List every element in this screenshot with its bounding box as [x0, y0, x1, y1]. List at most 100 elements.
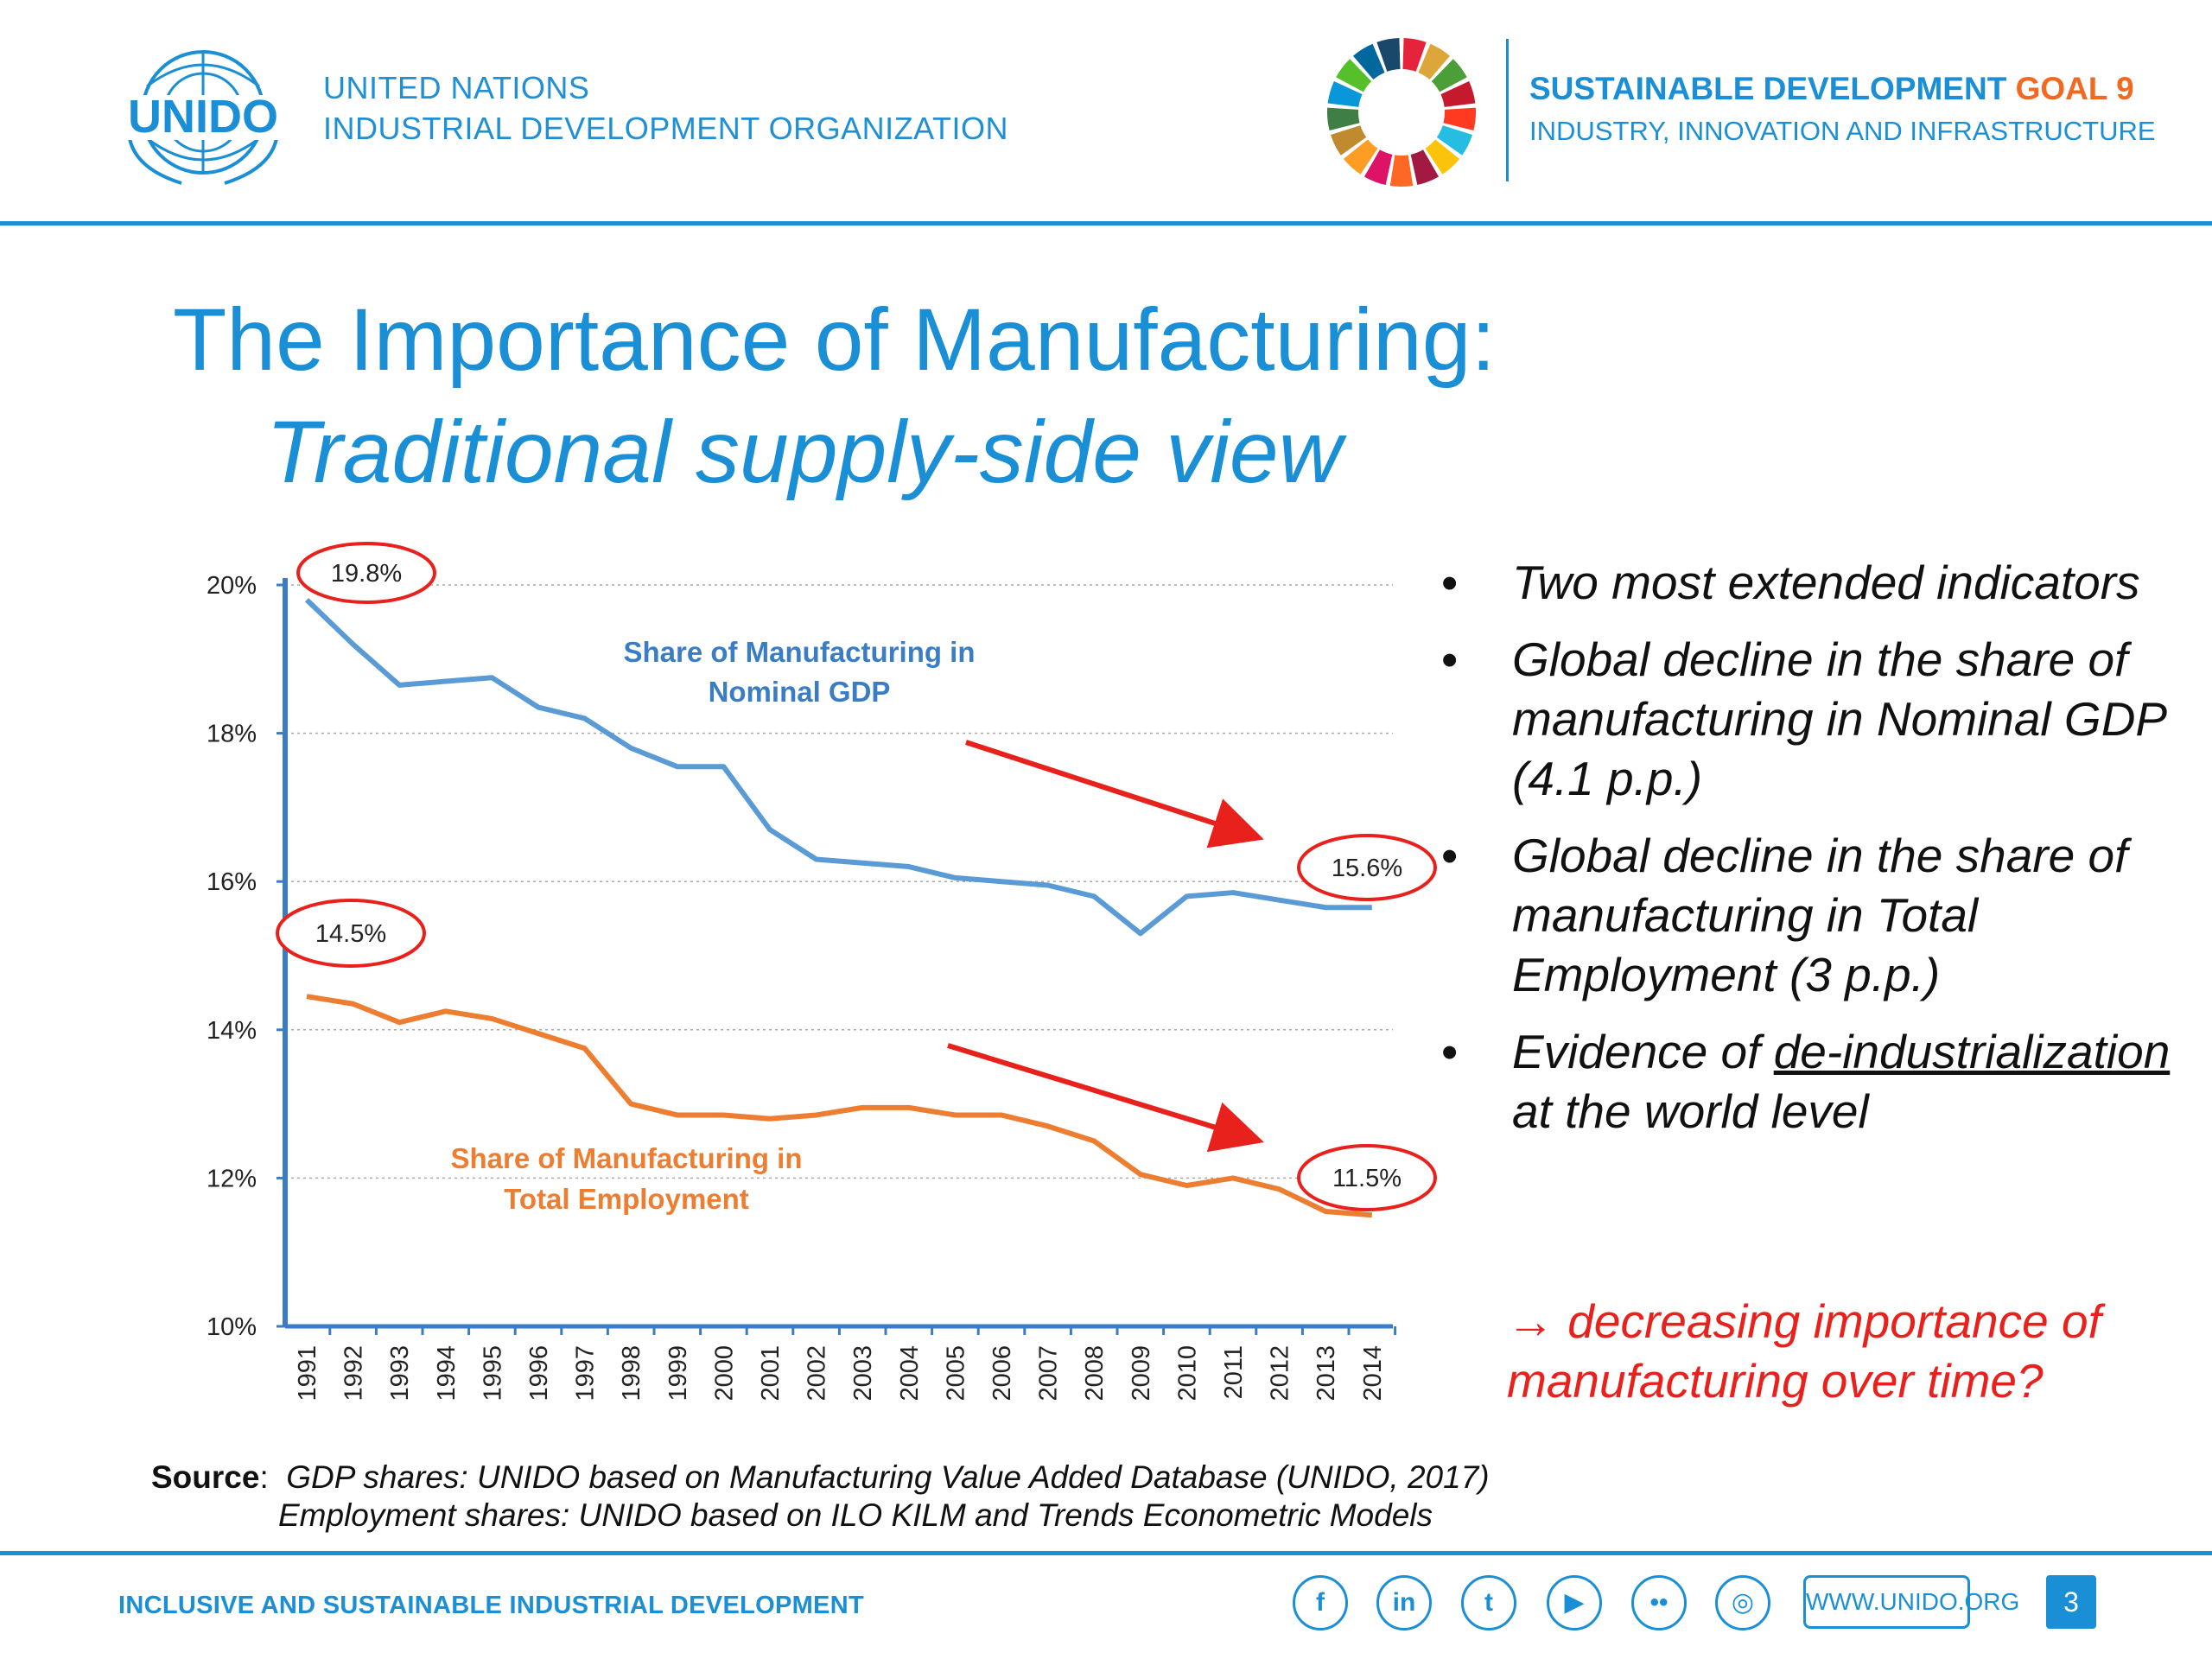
sdg-wheel-segment	[1431, 59, 1467, 92]
x-tick-label: 1994	[433, 1345, 461, 1402]
bullet-marker: •	[1441, 632, 1459, 686]
sdg-wheel-segment	[1443, 107, 1476, 131]
instagram-icon[interactable]: ◎	[1715, 1575, 1770, 1630]
sdg-wheel-segment	[1440, 80, 1476, 107]
bullet-list: • Two most extended indicators • Global de…	[1434, 553, 2177, 1159]
x-tick-label: 2000	[710, 1345, 738, 1402]
series-label: Share of Manufacturing in	[450, 1142, 802, 1174]
x-tick-label: 2004	[896, 1345, 924, 1402]
y-tick-label: 18%	[207, 721, 257, 748]
x-tick-label: 2011	[1220, 1345, 1248, 1399]
sdg-wheel-segment	[1327, 80, 1363, 107]
y-tick-label: 16%	[207, 868, 257, 896]
unido-logo-text: UNIDO	[128, 91, 278, 143]
sdg-wheel-segment	[1363, 149, 1393, 186]
sdg-wheel-segment	[1436, 125, 1472, 156]
sdg-wheel-segment	[1343, 139, 1378, 175]
sdg-title-main: SUSTAINABLE DEVELOPMENT	[1529, 71, 2016, 106]
sdg-wheel-segment	[1410, 149, 1440, 186]
sdg-wheel-segment	[1402, 38, 1427, 72]
y-tick-label: 10%	[207, 1313, 257, 1341]
facebook-icon[interactable]: f	[1293, 1575, 1348, 1630]
slide-subtitle: Traditional supply-side view	[266, 403, 1343, 501]
sdg-wheel-segment	[1376, 38, 1401, 72]
gdp-trend-arrow	[965, 740, 1264, 849]
org-name-line1: UNITED NATIONS	[323, 70, 590, 105]
source-colon: :	[259, 1459, 269, 1495]
callout-circle	[276, 899, 426, 968]
x-tick-label: 1995	[479, 1345, 506, 1402]
callout-value: 15.6%	[1332, 855, 1402, 882]
website-link[interactable]: WWW.UNIDO.ORG	[1803, 1575, 2019, 1629]
sdg-wheel-segment	[1352, 43, 1385, 80]
bullet-marker: •	[1441, 1025, 1459, 1078]
footer-rule	[0, 1551, 2212, 1555]
y-tick-label: 20%	[207, 572, 257, 600]
x-tick-label: 2002	[804, 1345, 831, 1402]
flickr-icon[interactable]: ••	[1631, 1575, 1687, 1630]
bullet-marker: •	[1441, 556, 1459, 609]
x-tick-label: 2013	[1313, 1345, 1340, 1402]
sdg-title-goal: GOAL 9	[2015, 71, 2134, 106]
bullet-text: Two most extended indicators	[1512, 556, 2140, 609]
series-label: Total Employment	[504, 1183, 749, 1215]
conclusion-text: → decreasing importance of manufacturing…	[1507, 1294, 2101, 1408]
bullet-item: • Global decline in the share of manufact…	[1434, 630, 2177, 809]
sdg-wheel-segment	[1336, 59, 1372, 92]
callout-value: 14.5%	[315, 920, 386, 948]
x-tick-label: 2001	[757, 1345, 785, 1402]
x-tick-label: 2014	[1359, 1345, 1387, 1402]
x-tick-label: 2008	[1081, 1345, 1109, 1402]
bullet-text: Evidence of	[1512, 1025, 1774, 1078]
sdg-wheel-segment	[1327, 107, 1360, 131]
series-label: Share of Manufacturing in	[623, 636, 975, 668]
y-tick-label: 12%	[207, 1165, 257, 1192]
x-tick-label: 2005	[942, 1345, 969, 1402]
bullet-item: • Evidence of de-industrialization at the…	[1434, 1022, 2177, 1141]
x-tick-label: 2012	[1267, 1345, 1294, 1402]
x-tick-label: 2007	[1035, 1345, 1063, 1402]
x-tick-label: 1996	[525, 1345, 553, 1402]
source-note: Source: GDP shares: UNIDO based on Manuf…	[151, 1457, 1490, 1497]
org-name: UNITED NATIONS INDUSTRIAL DEVELOPMENT OR…	[323, 67, 1008, 149]
x-tick-label: 2003	[849, 1345, 877, 1402]
employment-trend-arrow	[947, 1043, 1264, 1153]
x-tick-label: 1993	[386, 1345, 414, 1402]
youtube-icon[interactable]: ▶	[1547, 1575, 1602, 1630]
bullet-text-underlined: de-industrialization	[1773, 1025, 2171, 1078]
bullet-text: Global decline in the share of manufactu…	[1512, 829, 2128, 1001]
org-name-line2: INDUSTRIAL DEVELOPMENT ORGANIZATION	[323, 111, 1008, 146]
sdg-title: SUSTAINABLE DEVELOPMENT GOAL 9	[1529, 71, 2134, 107]
linkedin-icon[interactable]: in	[1376, 1575, 1432, 1630]
callout-circle	[296, 542, 436, 604]
x-tick-label: 1997	[572, 1345, 600, 1402]
sdg-wheel-segment	[1331, 125, 1367, 156]
bullet-item: • Global decline in the share of manufact…	[1434, 826, 2177, 1005]
unido-logo: UNIDO	[112, 50, 294, 185]
slide-title: The Importance of Manufacturing:	[173, 290, 1496, 389]
sdg-wheel-logo	[1327, 38, 1476, 187]
sdg-wheel-segment	[1425, 139, 1460, 175]
x-tick-label: 2006	[988, 1345, 1016, 1402]
x-tick-label: 1998	[618, 1345, 645, 1402]
callout-circle	[1297, 1144, 1437, 1211]
callout-value: 11.5%	[1332, 1165, 1402, 1192]
twitter-icon[interactable]: t	[1461, 1575, 1516, 1630]
sdg-wheel-segment	[1389, 155, 1414, 187]
callout-circle	[1297, 834, 1437, 901]
x-tick-label: 2010	[1173, 1345, 1201, 1402]
source-line2: Employment shares: UNIDO based on ILO KI…	[278, 1497, 1433, 1533]
source-line1: GDP shares: UNIDO based on Manufacturing…	[286, 1459, 1490, 1495]
x-tick-label: 1992	[340, 1345, 368, 1402]
employment-series-line	[306, 994, 1373, 1218]
bullet-item: • Two most extended indicators	[1434, 553, 2177, 613]
gdp-series-line	[304, 597, 1372, 937]
header-rule	[0, 221, 2212, 226]
x-tick-label: 1999	[664, 1345, 692, 1402]
source-label: Source	[151, 1459, 260, 1495]
bullet-marker: •	[1441, 829, 1459, 882]
page-number: 3	[2046, 1575, 2096, 1629]
sdg-subtitle: INDUSTRY, INNOVATION AND INFRASTRUCTURE	[1529, 116, 2156, 146]
bullet-text: Global decline in the share of manufactu…	[1512, 632, 2166, 805]
callout-value: 19.8%	[331, 560, 402, 588]
